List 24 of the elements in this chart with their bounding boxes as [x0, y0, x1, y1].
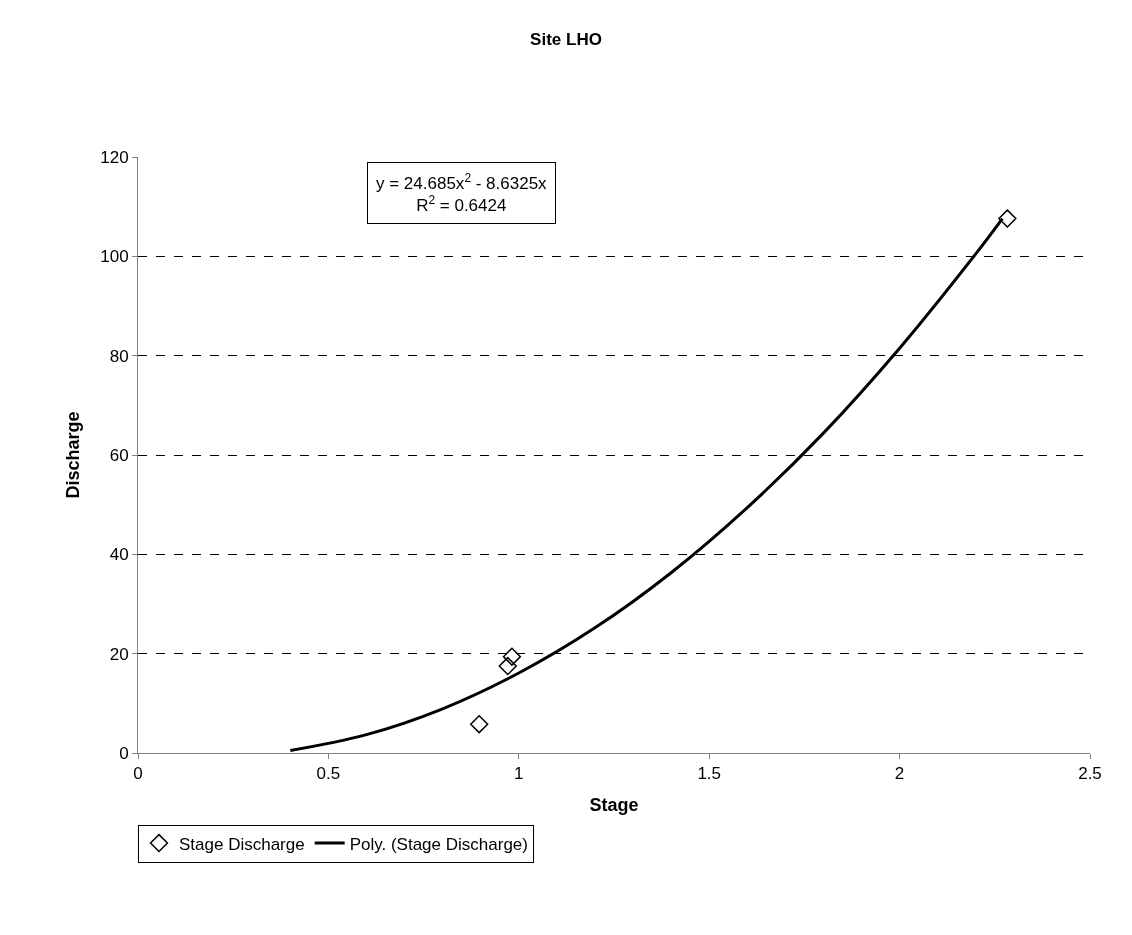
- y-tick-label: 100: [100, 247, 129, 267]
- x-tick-label: 2: [894, 764, 905, 784]
- x-tick-label: 2.5: [1078, 764, 1102, 784]
- point: [502, 647, 522, 666]
- y-tick-label: 0: [119, 743, 129, 763]
- x-tick-label: 1.5: [697, 764, 722, 784]
- y-tick-label: 60: [109, 445, 129, 465]
- point: [470, 714, 489, 734]
- y-tick-label: 40: [109, 545, 129, 565]
- y-tick-label: 120: [100, 147, 129, 167]
- point: [998, 209, 1017, 228]
- annotation: R$^{2}$ = 0.6424: [416, 193, 507, 216]
- x-tick-label: 1: [514, 764, 524, 784]
- x-tick-label: 0: [133, 764, 143, 784]
- y-axis-title: Discharge: [63, 411, 84, 499]
- annotation: y = 24.685x$^{2}$ - 8.6325x: [376, 171, 548, 194]
- legend-label: Poly. (Stage Discharge): [349, 834, 528, 854]
- x-tick-label: 0.5: [316, 764, 341, 784]
- point: [498, 656, 517, 676]
- y-tick-label: 20: [109, 644, 129, 664]
- legend-label: Stage Discharge: [179, 834, 305, 854]
- y-tick-label: 80: [109, 346, 129, 366]
- x-axis-title: Stage: [589, 794, 639, 815]
- chart-title: Site LHO: [530, 29, 602, 49]
